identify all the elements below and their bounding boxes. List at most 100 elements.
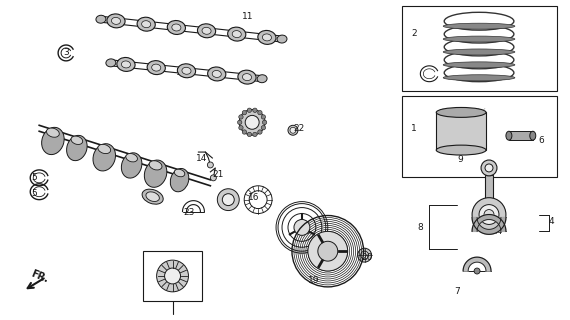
Circle shape: [288, 125, 298, 135]
Ellipse shape: [277, 35, 287, 43]
Ellipse shape: [141, 21, 150, 28]
Circle shape: [242, 110, 247, 115]
Text: 4: 4: [549, 217, 555, 226]
Text: 3: 3: [63, 48, 69, 57]
Text: 20: 20: [361, 253, 373, 262]
Ellipse shape: [152, 64, 161, 71]
Ellipse shape: [98, 144, 111, 154]
Bar: [509, 131, 533, 140]
Bar: [436, 112, 486, 150]
Text: 7: 7: [454, 287, 460, 296]
Ellipse shape: [443, 75, 515, 81]
Text: 2: 2: [412, 28, 417, 38]
Circle shape: [481, 160, 497, 176]
Bar: [402, 6, 557, 91]
Ellipse shape: [146, 192, 160, 202]
Circle shape: [261, 125, 266, 130]
Circle shape: [479, 204, 499, 224]
Circle shape: [484, 210, 494, 220]
Text: 9: 9: [457, 156, 463, 164]
Ellipse shape: [67, 135, 87, 161]
Circle shape: [261, 115, 266, 119]
Circle shape: [242, 130, 247, 134]
Text: 14: 14: [197, 154, 208, 163]
Ellipse shape: [202, 27, 211, 34]
Circle shape: [217, 189, 239, 211]
Ellipse shape: [137, 17, 155, 31]
Ellipse shape: [121, 61, 131, 68]
Ellipse shape: [443, 49, 515, 55]
Text: 23: 23: [184, 208, 195, 217]
Circle shape: [222, 194, 234, 206]
Ellipse shape: [443, 36, 515, 42]
Ellipse shape: [506, 131, 512, 140]
Ellipse shape: [443, 62, 515, 68]
Ellipse shape: [212, 70, 221, 77]
Ellipse shape: [257, 75, 267, 83]
Ellipse shape: [42, 127, 64, 155]
Text: 15: 15: [300, 227, 311, 236]
Text: FR.: FR.: [29, 269, 50, 285]
Circle shape: [474, 268, 480, 274]
Ellipse shape: [142, 189, 163, 204]
Text: 17: 17: [158, 272, 170, 282]
Ellipse shape: [170, 168, 189, 192]
Circle shape: [258, 110, 262, 115]
Ellipse shape: [530, 131, 536, 140]
Circle shape: [361, 251, 369, 259]
Circle shape: [357, 248, 372, 262]
Circle shape: [485, 164, 493, 172]
Ellipse shape: [149, 161, 162, 170]
Ellipse shape: [232, 31, 241, 37]
Polygon shape: [472, 214, 506, 231]
Ellipse shape: [147, 61, 165, 75]
Text: 24: 24: [491, 227, 502, 236]
Ellipse shape: [174, 169, 185, 177]
Circle shape: [247, 132, 251, 137]
Ellipse shape: [207, 67, 226, 81]
Ellipse shape: [96, 15, 106, 23]
Circle shape: [165, 268, 181, 284]
Ellipse shape: [443, 23, 515, 29]
Text: 8: 8: [417, 223, 423, 232]
Text: 11: 11: [242, 12, 254, 21]
Circle shape: [238, 120, 242, 124]
Circle shape: [239, 125, 243, 130]
Ellipse shape: [227, 27, 246, 41]
Circle shape: [262, 120, 267, 124]
Polygon shape: [472, 218, 506, 234]
Ellipse shape: [258, 30, 276, 44]
Circle shape: [253, 132, 257, 137]
Ellipse shape: [121, 153, 142, 178]
Ellipse shape: [197, 24, 215, 38]
Text: 24: 24: [491, 213, 502, 222]
Circle shape: [472, 198, 506, 231]
Ellipse shape: [106, 59, 116, 67]
Circle shape: [294, 220, 310, 235]
Ellipse shape: [182, 67, 191, 74]
Circle shape: [308, 231, 348, 271]
Text: 5: 5: [31, 173, 37, 182]
Text: 22: 22: [293, 124, 304, 133]
Ellipse shape: [71, 136, 83, 144]
Circle shape: [239, 115, 243, 119]
Ellipse shape: [112, 17, 120, 24]
Text: 1: 1: [412, 124, 417, 133]
Text: 13: 13: [248, 118, 260, 127]
Ellipse shape: [117, 58, 135, 71]
Bar: [142, 251, 202, 301]
Ellipse shape: [167, 20, 185, 35]
Ellipse shape: [47, 128, 59, 137]
Text: 21: 21: [213, 170, 224, 180]
Circle shape: [318, 241, 338, 261]
Ellipse shape: [238, 70, 256, 84]
Text: 10: 10: [149, 193, 160, 202]
Circle shape: [247, 108, 251, 112]
Bar: [402, 96, 557, 177]
Ellipse shape: [93, 144, 116, 171]
Ellipse shape: [436, 108, 486, 117]
Circle shape: [207, 162, 213, 168]
Text: 5: 5: [31, 189, 37, 198]
Polygon shape: [463, 257, 491, 271]
Text: 6: 6: [539, 136, 544, 145]
